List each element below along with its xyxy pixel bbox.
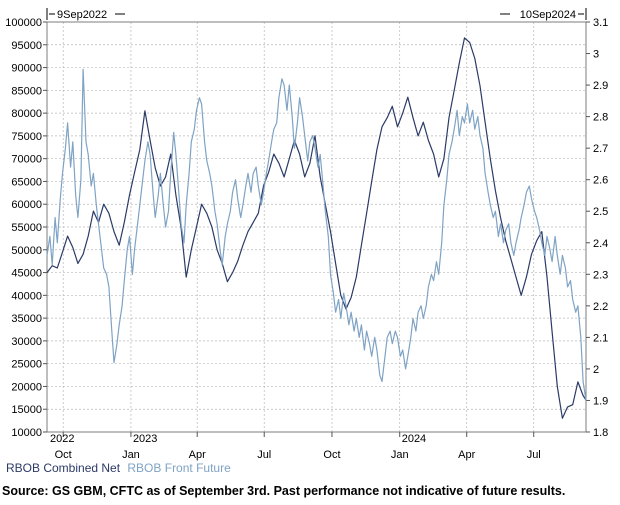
right-axis-tick-label: 2.9 xyxy=(593,80,608,92)
left-axis-tick-label: 95000 xyxy=(11,40,42,52)
left-axis-tick-label: 85000 xyxy=(11,85,42,97)
series-line-combined-net xyxy=(46,37,587,419)
right-axis-tick-label: 2.7 xyxy=(593,143,608,155)
right-axis-tick-label: 1.9 xyxy=(593,395,608,407)
x-axis-month-label: Oct xyxy=(55,449,72,461)
right-axis-tick-label: 2 xyxy=(593,364,599,376)
right-axis-tick-label: 2.4 xyxy=(593,238,608,250)
x-axis-month-label: Jul xyxy=(257,449,271,461)
x-axis-year-label: 2024 xyxy=(402,433,426,445)
left-axis-tick-label: 75000 xyxy=(11,131,42,143)
right-axis-tick-label: 3 xyxy=(593,49,599,61)
series-lines xyxy=(46,37,587,419)
header-end-date: 10Sep2024 xyxy=(520,9,576,21)
left-axis-tick-label: 15000 xyxy=(11,404,42,416)
x-axis-month-label: Apr xyxy=(458,449,475,461)
left-axis-tick-label: 20000 xyxy=(11,381,42,393)
legend-series-combined-net: RBOB Combined Net xyxy=(6,461,121,475)
left-axis-tick-label: 60000 xyxy=(11,199,42,211)
x-axis-month-label: Jan xyxy=(391,449,409,461)
left-axis-tick-label: 45000 xyxy=(11,268,42,280)
header-start-date: 9Sep2022 xyxy=(57,9,107,21)
left-axis-tick-label: 25000 xyxy=(11,359,42,371)
left-axis-tick-label: 50000 xyxy=(11,245,42,257)
left-axis-tick-label: 90000 xyxy=(11,63,42,75)
axes: 10000 15000 20000 25000 30000 35000 40000 45000… xyxy=(5,17,608,461)
x-axis-year-label: 2022 xyxy=(50,433,74,445)
left-axis-tick-label: 80000 xyxy=(11,108,42,120)
left-axis-tick-label: 70000 xyxy=(11,154,42,166)
left-axis-tick-label: 10000 xyxy=(11,427,42,439)
series-line-front-future xyxy=(46,68,587,401)
left-axis-tick-label: 30000 xyxy=(11,336,42,348)
left-axis-tick-label: 35000 xyxy=(11,313,42,325)
left-axis-tick-label: 100000 xyxy=(5,17,42,29)
legend-series-front-future: RBOB Front Future xyxy=(127,461,231,475)
right-axis-tick-label: 2.8 xyxy=(593,112,608,124)
left-axis-tick-label: 65000 xyxy=(11,176,42,188)
x-axis-month-label: Oct xyxy=(323,449,340,461)
right-axis-tick-label: 2.2 xyxy=(593,301,608,313)
date-range-header: 9Sep2022 10Sep2024 xyxy=(46,8,587,21)
gridlines xyxy=(47,22,586,432)
right-axis-tick-label: 2.1 xyxy=(593,332,608,344)
legend: RBOB Combined Net RBOB Front Future xyxy=(6,461,235,475)
left-axis-tick-label: 55000 xyxy=(11,222,42,234)
right-axis-tick-label: 2.5 xyxy=(593,206,608,218)
right-axis-tick-label: 2.3 xyxy=(593,269,608,281)
x-axis-month-label: Apr xyxy=(189,449,206,461)
right-axis-tick-label: 3.1 xyxy=(593,17,608,29)
x-axis-year-label: 2023 xyxy=(133,433,157,445)
x-axis-month-label: Jan xyxy=(122,449,140,461)
right-axis-tick-label: 1.8 xyxy=(593,427,608,439)
source-note: Source: GS GBM, CFTC as of September 3rd… xyxy=(2,484,566,498)
x-axis-month-label: Jul xyxy=(527,449,541,461)
right-axis-tick-label: 2.6 xyxy=(593,175,608,187)
left-axis-tick-label: 40000 xyxy=(11,290,42,302)
